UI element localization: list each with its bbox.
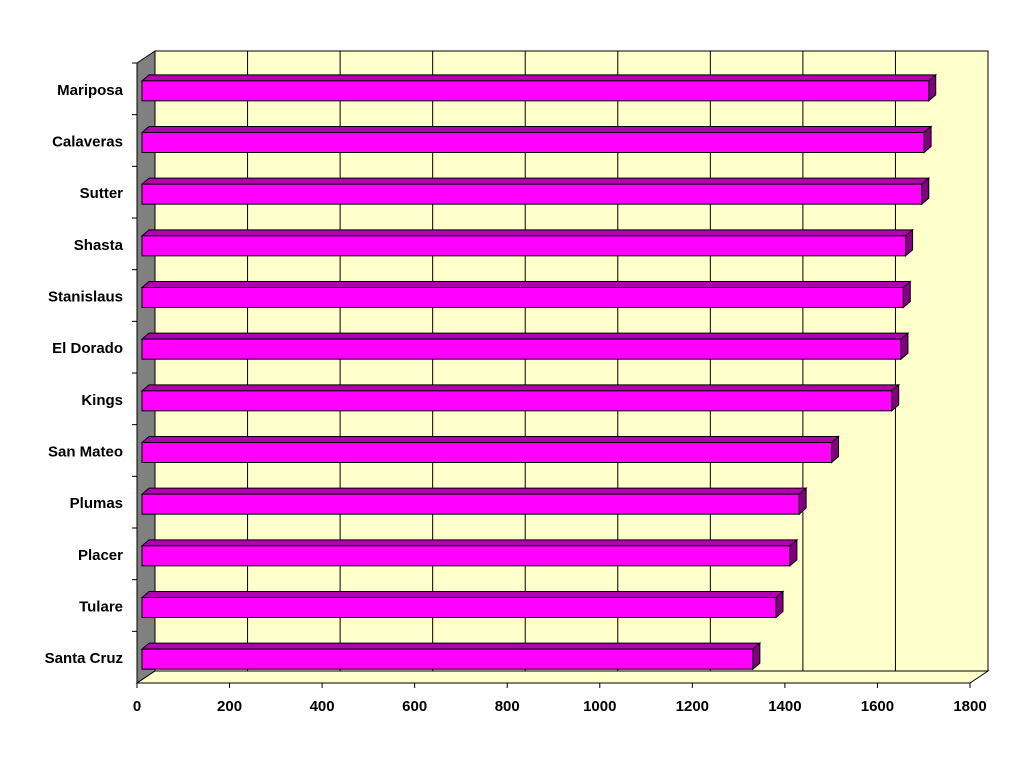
y-tick-label: Tulare (79, 598, 123, 615)
bar-front (141, 545, 791, 567)
x-tick-label: 600 (402, 698, 427, 715)
y-tick-label: Kings (81, 392, 123, 409)
bar (140, 228, 914, 257)
bar-front (141, 390, 893, 412)
x-tick-label: 200 (217, 698, 242, 715)
y-tick-label: Shasta (74, 237, 124, 254)
x-tick-label: 400 (310, 698, 335, 715)
x-tick-label: 1800 (953, 698, 986, 715)
bar-front (141, 338, 902, 360)
bar (140, 332, 910, 361)
bar-front (141, 442, 833, 463)
bar-front (141, 183, 923, 205)
bar-top (140, 126, 933, 133)
bar (140, 280, 912, 309)
y-tick-label: Plumas (70, 495, 123, 512)
x-tick-label: 1000 (583, 698, 616, 715)
bar-top (140, 642, 762, 650)
bar-top (140, 591, 785, 598)
bar (140, 590, 785, 619)
bar (140, 435, 840, 464)
bar (140, 125, 933, 154)
bar (140, 73, 938, 102)
y-tick-label: Sutter (80, 185, 124, 202)
bar-front (141, 132, 925, 153)
y-tick-label: Stanislaus (48, 288, 123, 305)
y-tick-label: Mariposa (57, 82, 124, 99)
y-tick-label: Calaveras (52, 133, 123, 150)
x-tick-label: 1200 (676, 698, 709, 715)
bar-top (140, 281, 912, 288)
bar-top (140, 487, 808, 495)
bar-top (140, 436, 840, 443)
bar (140, 383, 901, 412)
y-tick-label: Santa Cruz (45, 650, 123, 667)
x-tick-label: 0 (133, 698, 141, 715)
y-tick-label: El Dorado (52, 340, 123, 357)
y-tick-label: Placer (78, 547, 123, 564)
bar-top (140, 74, 938, 82)
x-tick-label: 1600 (861, 698, 894, 715)
bar-front (141, 235, 907, 257)
floor (135, 670, 990, 684)
bar-front (141, 287, 904, 308)
x-tick-label: 1400 (768, 698, 801, 715)
y-tick-label: San Mateo (48, 443, 123, 460)
bar (140, 177, 931, 206)
bar-top (140, 177, 931, 185)
x-tick-label: 800 (495, 698, 520, 715)
bar (140, 538, 799, 567)
bar-top (140, 229, 914, 237)
bar (140, 487, 808, 516)
bar-front (141, 493, 800, 515)
bar-top (140, 384, 901, 392)
bar-top (140, 332, 910, 340)
bar-front (141, 80, 930, 102)
bar-front (141, 648, 754, 670)
bar-front (141, 597, 777, 618)
bar-top (140, 539, 799, 547)
bar (140, 642, 762, 671)
